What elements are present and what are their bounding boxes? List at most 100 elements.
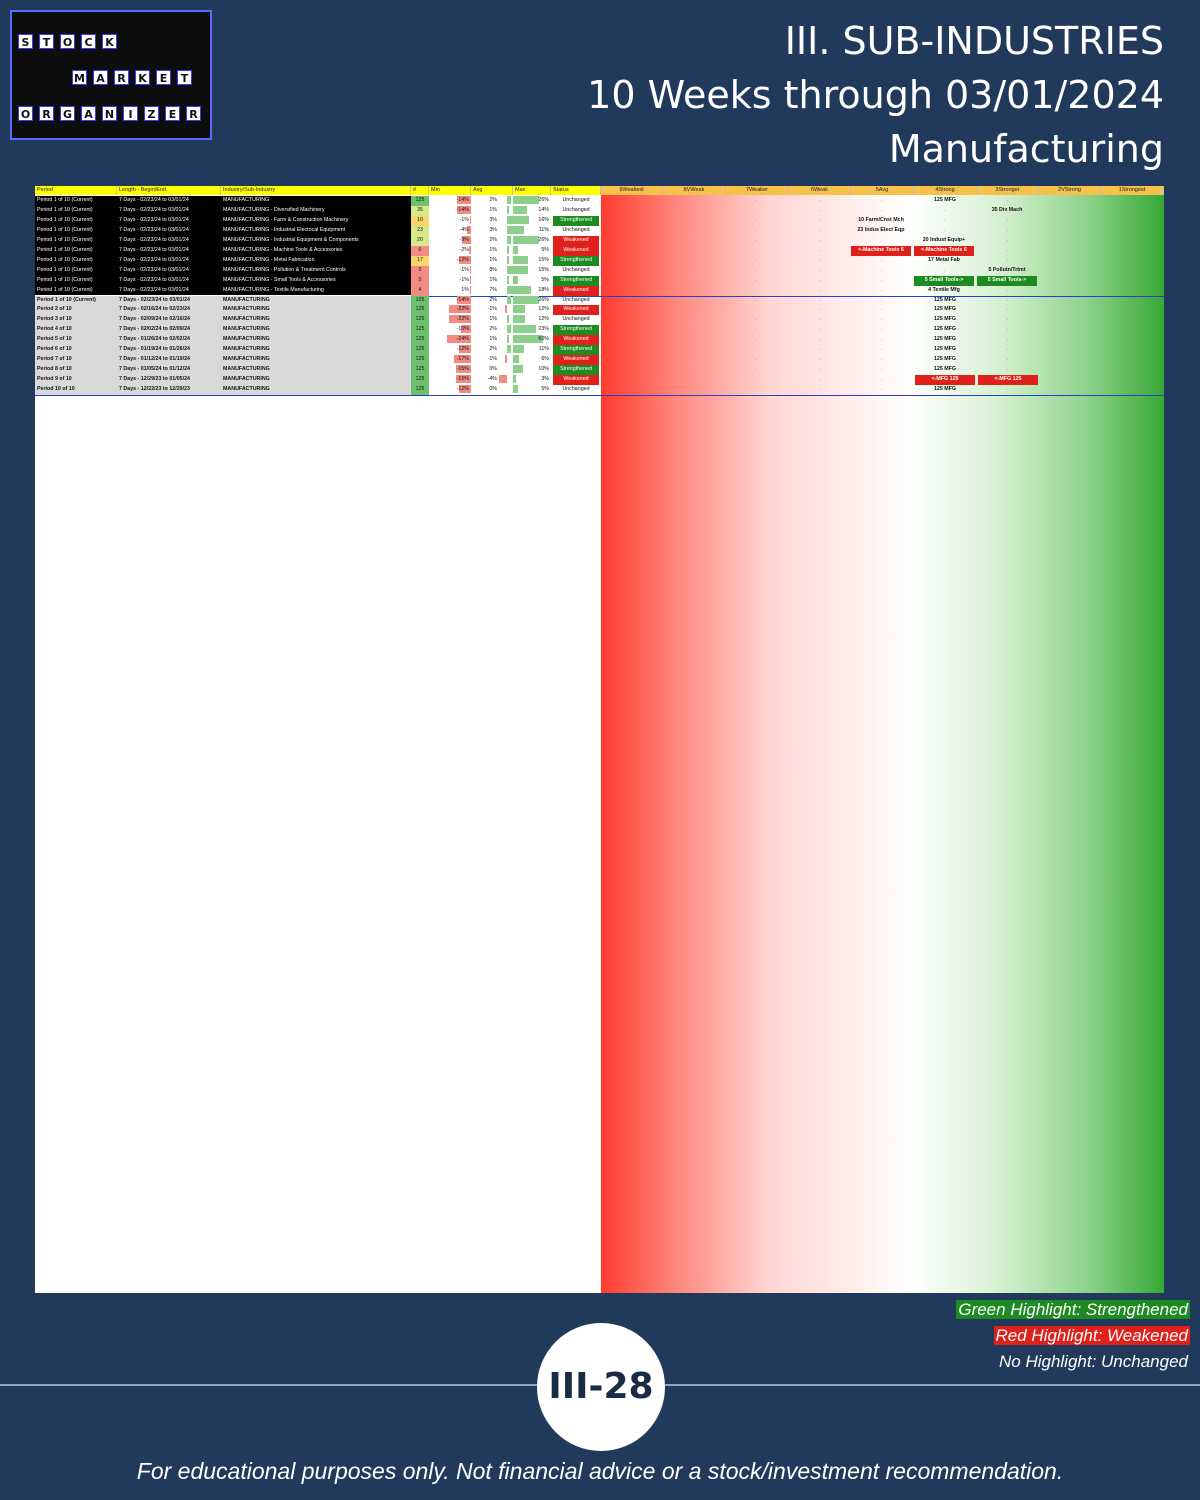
- min-bar: [470, 275, 471, 284]
- logo-letter-tile: G: [60, 106, 75, 121]
- max-cell: 11%: [538, 226, 549, 233]
- avg-bar: [505, 305, 507, 314]
- score-dot: .: [1131, 366, 1133, 373]
- score-dot: .: [881, 226, 883, 233]
- status-cell: Weakened: [553, 305, 599, 316]
- score-dot: .: [693, 286, 695, 293]
- logo-letter-tile: M: [72, 70, 87, 85]
- score-dot: .: [1007, 306, 1009, 313]
- avg-bar: [507, 215, 513, 224]
- table-row: Period 2 of 10 7 Days - 02/16/24 to 02/23…: [35, 305, 1164, 316]
- max-bar: [513, 375, 516, 384]
- score-label: 125 MFG: [933, 316, 957, 323]
- table-row: Period 1 of 10 (Current) 7 Days - 02/23/2…: [35, 295, 1164, 306]
- logo-letter-tile: K: [135, 70, 150, 85]
- max-cell: 23%: [538, 326, 549, 333]
- score-dot: .: [631, 236, 633, 243]
- score-dot: .: [756, 366, 758, 373]
- score-dot: .: [944, 286, 946, 293]
- score-dot: .: [756, 296, 758, 303]
- score-dot: .: [631, 346, 633, 353]
- max-cell: 16%: [538, 216, 549, 223]
- column-header[interactable]: 9Weakest: [601, 186, 663, 195]
- score-dot: .: [881, 326, 883, 333]
- industry-cell: MANUFACTURING - Industrial Equipment & C…: [223, 236, 359, 243]
- logo-letter-tile: R: [39, 106, 54, 121]
- score-dot: .: [631, 366, 633, 373]
- score-dot: .: [1131, 296, 1133, 303]
- logo-letter-tile: A: [81, 106, 96, 121]
- score-dot: .: [881, 386, 883, 393]
- column-header[interactable]: 8VWeak: [663, 186, 726, 195]
- column-header[interactable]: 6Weak: [789, 186, 851, 195]
- row-background: [35, 335, 411, 346]
- score-dot: .: [944, 296, 946, 303]
- score-dot: .: [819, 366, 821, 373]
- status-cell: Weakened: [553, 335, 599, 346]
- max-bar: [513, 385, 518, 394]
- score-dot: .: [756, 216, 758, 223]
- max-cell: 6%: [541, 356, 549, 363]
- legend-weakened: Red Highlight: Weakened: [993, 1326, 1190, 1345]
- score-dot: .: [756, 206, 758, 213]
- score-dot: .: [1131, 376, 1133, 383]
- column-header[interactable]: Min: [429, 186, 471, 195]
- score-dot: .: [631, 336, 633, 343]
- date-range-cell: 7 Days - 02/23/24 to 03/01/24: [119, 197, 189, 203]
- date-range-cell: 7 Days - 02/23/24 to 03/01/24: [119, 276, 189, 283]
- column-header[interactable]: Industry/Sub-Industry: [221, 186, 411, 195]
- score-dot: .: [944, 256, 946, 263]
- score-dot: .: [1131, 316, 1133, 323]
- logo-letter-tile: Z: [144, 106, 159, 121]
- score-dot: .: [1131, 276, 1133, 283]
- max-cell: 5%: [541, 246, 549, 253]
- score-dot: .: [819, 236, 821, 243]
- period-cell: Period 5 of 10: [37, 336, 72, 343]
- period-cell: Period 1 of 10 (Current): [37, 226, 93, 233]
- column-header[interactable]: 2VStrong: [1039, 186, 1101, 195]
- score-dot: .: [944, 386, 946, 393]
- column-header[interactable]: 3Stronger: [977, 186, 1039, 195]
- status-cell: Unchanged: [562, 386, 590, 393]
- period-cell: Period 8 of 10: [37, 366, 72, 373]
- score-dot: .: [944, 197, 946, 203]
- table-row: Period 9 of 10 7 Days - 12/29/23 to 01/05…: [35, 375, 1164, 386]
- max-cell: 14%: [538, 206, 549, 213]
- status-cell: Unchanged: [562, 226, 590, 233]
- column-header[interactable]: Period: [35, 186, 117, 195]
- legend: Green Highlight: Strengthened Red Highli…: [956, 1297, 1190, 1375]
- column-header[interactable]: #: [411, 186, 429, 195]
- column-header[interactable]: Avg: [471, 186, 513, 195]
- date-range-cell: 7 Days - 02/23/24 to 03/01/24: [119, 246, 189, 253]
- score-dot: .: [1069, 216, 1071, 223]
- avg-cell: 1%: [489, 316, 497, 323]
- status-cell: Strengthened: [553, 275, 599, 286]
- score-dot: .: [693, 336, 695, 343]
- column-header[interactable]: Max: [513, 186, 551, 195]
- column-header[interactable]: Status: [551, 186, 601, 195]
- count-cell: 125: [411, 315, 429, 326]
- score-dot: .: [631, 286, 633, 293]
- column-header[interactable]: 5Avg: [851, 186, 914, 195]
- logo-letter-tile: R: [114, 70, 129, 85]
- column-header[interactable]: 1Strongest: [1101, 186, 1164, 195]
- column-header[interactable]: 7Weaker: [726, 186, 789, 195]
- avg-cell: 1%: [489, 336, 497, 343]
- period-cell: Period 1 of 10 (Current): [37, 206, 93, 213]
- column-header[interactable]: Length - Begin/End: [117, 186, 221, 195]
- max-cell: 15%: [538, 256, 549, 263]
- score-dot: .: [819, 376, 821, 383]
- logo-letter-tile: I: [123, 106, 138, 121]
- logo-letter-tile: E: [156, 70, 171, 85]
- date-range-cell: 7 Days - 01/05/24 to 01/12/24: [119, 366, 190, 373]
- min-cell: -4%: [459, 226, 469, 233]
- avg-cell: 2%: [489, 296, 497, 303]
- period-cell: Period 1 of 10 (Current): [37, 276, 93, 283]
- score-dot: .: [819, 206, 821, 213]
- column-header[interactable]: 4Strong: [914, 186, 977, 195]
- score-label: 125 MFG: [933, 346, 957, 353]
- avg-cell: -1%: [487, 306, 497, 313]
- date-range-cell: 7 Days - 01/19/24 to 01/26/24: [119, 346, 190, 353]
- score-dot: .: [1069, 246, 1071, 253]
- page-number-badge: III-28: [537, 1323, 665, 1451]
